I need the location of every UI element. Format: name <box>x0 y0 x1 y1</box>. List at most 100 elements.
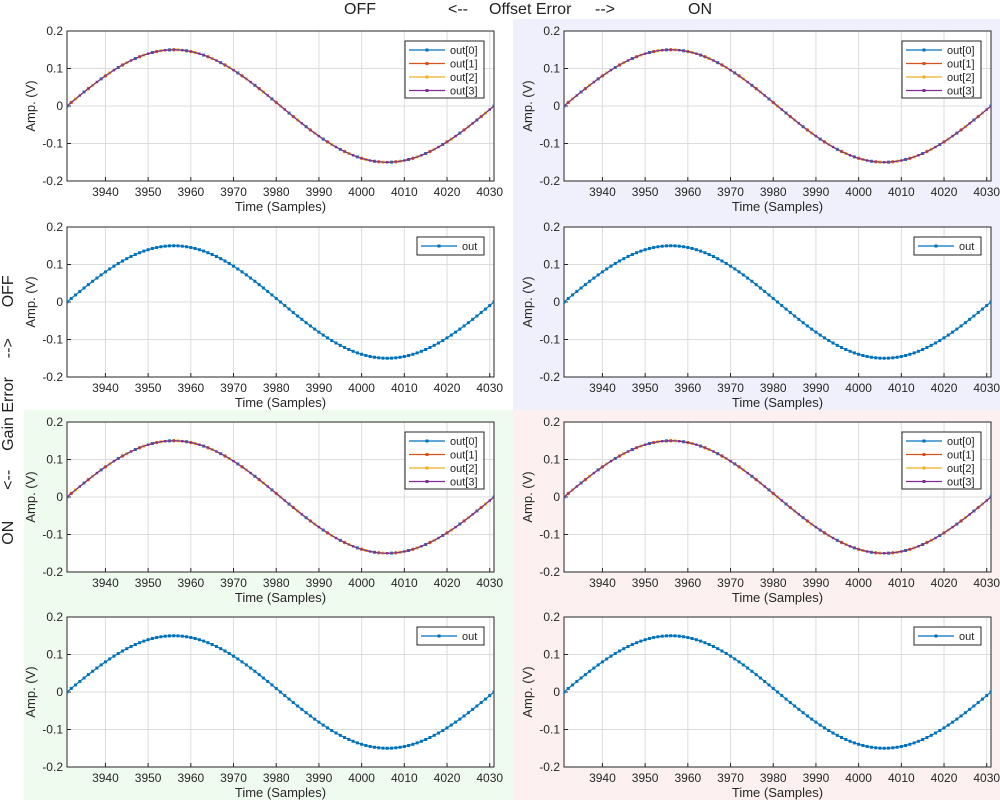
y-tick-label: 0.1 <box>543 62 560 76</box>
y-tick-label: -0.2 <box>42 760 63 774</box>
data-point <box>257 283 261 287</box>
data-point <box>600 660 604 664</box>
series-out3 <box>564 48 991 164</box>
data-point <box>475 704 479 708</box>
data-point <box>712 450 715 453</box>
data-point <box>891 356 895 360</box>
data-point <box>176 244 180 248</box>
y-axis-label: Amp. (V) <box>23 471 38 522</box>
legend: out <box>913 626 982 646</box>
data-point <box>74 683 78 687</box>
x-tick-label: 3960 <box>674 185 701 199</box>
data-point <box>215 450 218 453</box>
series-out <box>67 634 494 750</box>
data-point <box>797 122 801 125</box>
series-out <box>564 634 991 750</box>
data-point <box>181 439 184 443</box>
data-point <box>351 545 355 548</box>
y-tick-label: 0.2 <box>46 24 63 38</box>
data-point <box>402 744 406 748</box>
x-tick-label: 3950 <box>632 185 659 199</box>
data-point <box>639 249 643 253</box>
y-tick-label: 0.2 <box>46 415 63 429</box>
data-point <box>471 122 474 125</box>
data-point <box>835 343 839 347</box>
data-point <box>214 644 218 648</box>
y-axis-label: Amp. (V) <box>520 666 535 717</box>
legend-marker <box>437 244 441 248</box>
data-point <box>711 644 715 648</box>
data-point <box>402 354 406 358</box>
data-point <box>827 339 831 343</box>
data-point <box>780 694 784 698</box>
data-point <box>274 296 278 300</box>
data-point <box>321 723 325 727</box>
data-point <box>968 122 971 125</box>
data-point <box>78 485 82 488</box>
data-point <box>900 159 903 162</box>
data-point <box>703 251 707 255</box>
offset-off-label: OFF <box>344 1 376 18</box>
data-point <box>244 273 248 277</box>
data-point <box>86 283 90 287</box>
legend-marker <box>922 48 926 52</box>
data-point <box>197 248 201 252</box>
data-point <box>317 525 321 529</box>
y-axis-label: Amp. (V) <box>520 276 535 327</box>
data-point <box>454 134 457 138</box>
data-point <box>669 244 673 248</box>
y-tick-label: -0.1 <box>42 528 63 542</box>
x-tick-label: 3990 <box>803 185 830 199</box>
data-point <box>454 720 458 724</box>
data-point <box>831 145 835 149</box>
data-point <box>904 353 908 357</box>
x-tick-label: 3960 <box>674 381 701 395</box>
data-point <box>771 296 775 300</box>
data-point <box>669 634 673 638</box>
y-tick-label: 0.1 <box>46 453 63 467</box>
y-axis-label: Amp. (V) <box>520 80 535 131</box>
data-point <box>338 733 342 737</box>
series-out3 <box>67 439 494 555</box>
x-tick-label: 4030 <box>973 576 1000 590</box>
data-point <box>564 300 566 304</box>
x-tick-label: 3990 <box>306 771 333 785</box>
data-point <box>899 744 903 748</box>
series-line <box>564 49 991 163</box>
data-point <box>202 639 206 643</box>
legend-marker <box>922 62 926 65</box>
data-point <box>432 343 436 347</box>
data-point <box>814 525 818 529</box>
data-point <box>916 739 920 743</box>
legend: out[0] out[1]out[2] out[3] <box>404 431 485 490</box>
data-point <box>232 68 235 72</box>
data-point <box>959 714 963 718</box>
x-tick-label: 3940 <box>92 771 119 785</box>
data-point <box>304 711 308 715</box>
data-point <box>347 737 351 741</box>
data-point <box>673 634 677 638</box>
data-point <box>694 638 698 642</box>
data-point <box>733 267 737 271</box>
data-point <box>133 643 137 647</box>
data-point <box>818 333 822 337</box>
x-tick-label: 3980 <box>263 185 290 199</box>
x-tick-label: 3940 <box>589 185 616 199</box>
data-point <box>938 339 942 343</box>
x-tick-label: 4000 <box>845 185 872 199</box>
data-point <box>895 745 899 749</box>
data-point <box>368 354 372 358</box>
legend: out <box>913 236 982 256</box>
x-tick-label: 4000 <box>348 185 375 199</box>
data-point <box>360 742 364 746</box>
x-tick-label: 4000 <box>845 771 872 785</box>
x-axis-label: Time (Samples) <box>235 395 326 410</box>
y-tick-label: 0 <box>553 295 560 309</box>
data-point <box>364 353 368 357</box>
data-point <box>874 356 878 360</box>
data-point <box>963 321 967 325</box>
data-point <box>308 714 312 718</box>
data-point <box>317 134 321 138</box>
legend-marker <box>922 453 926 456</box>
data-point <box>801 711 805 715</box>
